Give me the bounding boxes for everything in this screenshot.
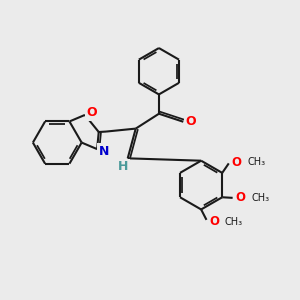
Text: CH₃: CH₃ [225, 217, 243, 226]
Text: CH₃: CH₃ [251, 193, 269, 203]
Text: N: N [98, 145, 109, 158]
Text: O: O [232, 156, 242, 169]
Text: H: H [118, 160, 128, 173]
Text: O: O [236, 191, 246, 204]
Text: CH₃: CH₃ [247, 157, 265, 166]
Text: O: O [209, 215, 220, 228]
Text: O: O [185, 115, 196, 128]
Text: O: O [86, 106, 97, 119]
